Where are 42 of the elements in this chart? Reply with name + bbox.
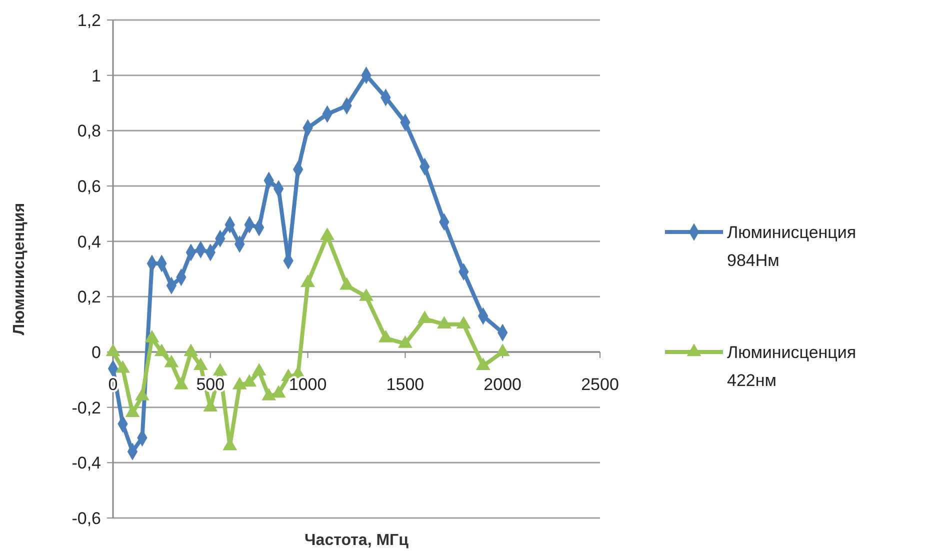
point: [340, 277, 354, 290]
y-tick-label: -0,6: [72, 508, 101, 528]
point: [184, 344, 198, 356]
point: [125, 404, 140, 418]
y-tick-label: 0: [92, 342, 101, 362]
y-tick-label: 0,2: [77, 288, 101, 307]
y-tick-label: 1: [92, 66, 101, 86]
point: [398, 335, 412, 348]
point: [212, 363, 228, 376]
y-tick-label: 0,6: [77, 176, 101, 196]
y-axis-title: Люминисценция: [11, 202, 28, 336]
x-tick-label: 2000: [484, 375, 522, 394]
x-tick-label: 2500: [581, 375, 619, 394]
point: [135, 388, 150, 400]
point: [106, 344, 120, 356]
point: [476, 358, 490, 370]
point: [174, 376, 188, 390]
point: [456, 316, 471, 328]
point: [144, 330, 160, 342]
point: [417, 310, 432, 323]
y-tick-label: 1,2: [77, 10, 101, 30]
point: [116, 360, 130, 373]
legend-label: Люминисценция 984Нм: [727, 222, 856, 270]
x-tick-label: 1500: [386, 375, 424, 394]
point: [378, 330, 393, 342]
x-tick-label: 1000: [288, 375, 327, 394]
point: [193, 358, 208, 370]
y-tick-label: 0,8: [77, 122, 101, 141]
y-tick-label: -0,2: [72, 398, 101, 418]
point: [300, 274, 316, 287]
point: [262, 388, 276, 400]
point: [252, 363, 266, 376]
y-tick-label: -0,4: [72, 454, 101, 473]
point: [232, 376, 247, 390]
point: [436, 316, 452, 328]
point: [164, 354, 179, 368]
point: [495, 344, 510, 356]
y-tick-label: 0,4: [77, 232, 101, 252]
legend-label: Люминисценция 422нм: [727, 342, 856, 390]
x-axis-title: Частота, МГц: [304, 532, 409, 549]
point: [359, 288, 374, 301]
point: [154, 344, 169, 356]
